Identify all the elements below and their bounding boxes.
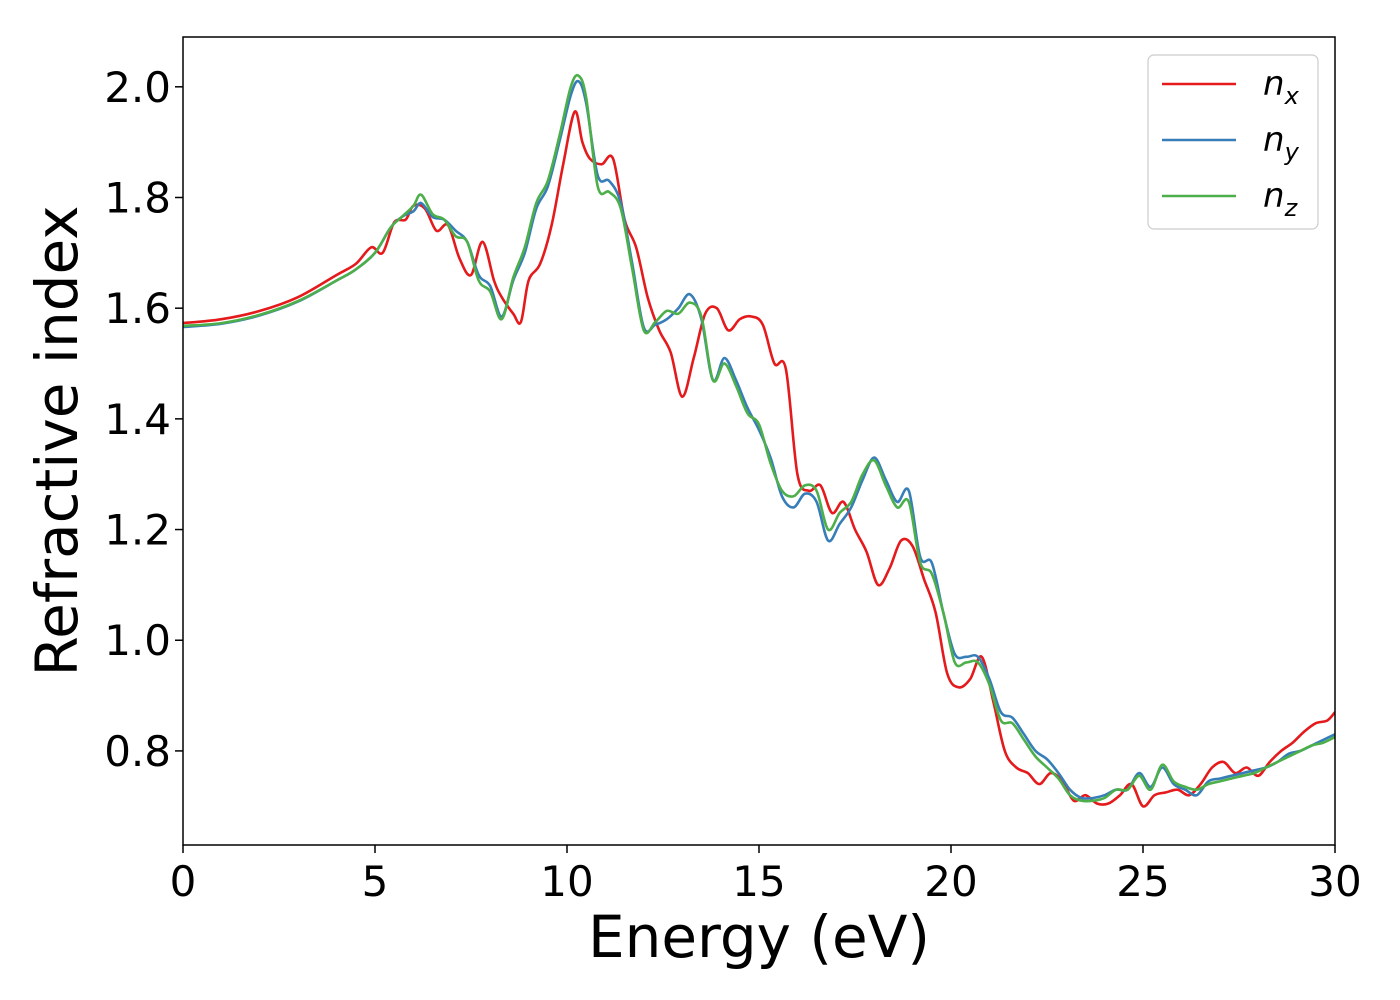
y-axis-title: Refractive index	[23, 205, 91, 676]
y-tick-label: 1.6	[104, 284, 171, 333]
legend-label-main: n	[1263, 64, 1285, 104]
x-tick-label: 10	[540, 857, 593, 906]
legend-label-subscript: y	[1284, 138, 1300, 166]
x-tick-label: 15	[732, 857, 785, 906]
y-tick-label: 1.8	[104, 173, 171, 222]
series-layer	[183, 73, 1335, 808]
legend-label-main: n	[1263, 176, 1285, 216]
x-tick-label: 5	[362, 857, 389, 906]
legend-label-nz: nz	[1263, 176, 1299, 222]
legend-label-nx: nx	[1263, 64, 1300, 110]
legend-label-ny: ny	[1263, 120, 1300, 166]
x-tick-label: 25	[1116, 857, 1169, 906]
x-tick-label: 30	[1308, 857, 1361, 906]
y-tick-label: 1.0	[104, 616, 171, 665]
series-line-nz	[183, 73, 1335, 803]
legend-label-main: n	[1263, 120, 1285, 160]
x-axis: 0 5 10 15 20 25 30	[170, 845, 1362, 906]
y-tick-label: 1.2	[104, 506, 171, 555]
series-line-ny	[183, 79, 1335, 800]
legend-label-subscript: z	[1284, 194, 1299, 222]
y-axis: 0.8 1.0 1.2 1.4 1.6 1.8 2.0	[104, 63, 183, 776]
y-tick-label: 2.0	[104, 63, 171, 112]
y-tick-label: 1.4	[104, 395, 171, 444]
x-axis-title: Energy (eV)	[588, 903, 930, 971]
legend-frame	[1147, 54, 1319, 230]
legend-label-subscript: x	[1284, 82, 1300, 110]
x-tick-label: 20	[924, 857, 977, 906]
y-tick-label: 0.8	[104, 727, 171, 776]
x-tick-label: 0	[170, 857, 197, 906]
